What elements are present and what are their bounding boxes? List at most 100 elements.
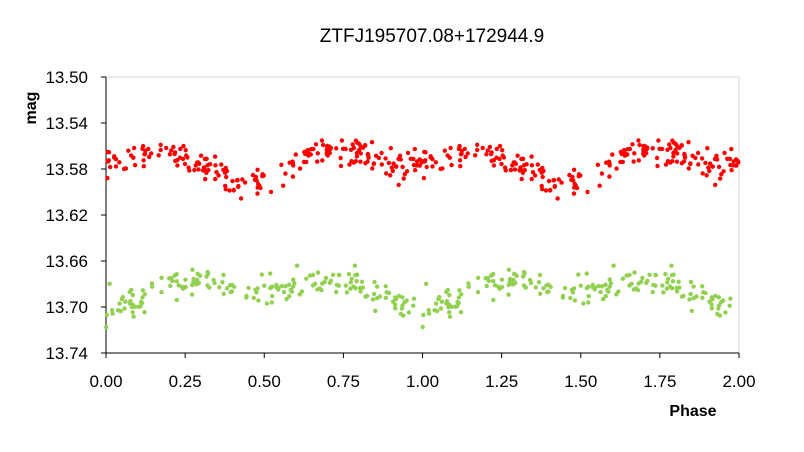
data-point-series-1 <box>707 161 713 166</box>
y-tick-label: 13.62 <box>45 206 88 225</box>
data-point-series-1 <box>543 188 549 193</box>
data-point-series-1 <box>319 138 325 143</box>
data-point-series-2 <box>727 303 732 308</box>
data-point-series-1 <box>365 159 370 164</box>
data-point-series-2 <box>115 308 121 313</box>
data-point-series-2 <box>312 281 318 286</box>
data-point-series-1 <box>256 181 261 187</box>
data-point-series-1 <box>463 154 468 160</box>
data-point-series-2 <box>639 279 644 284</box>
data-point-series-2 <box>506 292 511 297</box>
data-point-series-2 <box>140 295 145 300</box>
data-point-series-2 <box>457 288 462 293</box>
y-tick-label: 13.50 <box>45 68 88 87</box>
data-point-series-1 <box>630 142 635 147</box>
data-point-series-2 <box>264 301 270 306</box>
data-point-series-1 <box>503 168 508 173</box>
data-point-series-1 <box>287 160 292 165</box>
data-point-series-2 <box>447 314 453 319</box>
data-point-series-2 <box>349 276 354 281</box>
data-point-series-2 <box>445 287 450 293</box>
data-point-series-2 <box>458 310 464 315</box>
data-point-series-2 <box>294 263 300 268</box>
data-point-series-1 <box>686 140 691 145</box>
data-point-series-2 <box>217 285 222 290</box>
data-point-series-1 <box>430 164 435 169</box>
data-point-series-1 <box>105 175 110 181</box>
data-point-series-1 <box>140 143 146 149</box>
data-point-series-2 <box>334 282 339 288</box>
data-point-series-2 <box>671 272 676 277</box>
data-point-series-1 <box>712 156 718 162</box>
data-point-series-2 <box>323 275 329 281</box>
data-point-series-2 <box>262 283 267 288</box>
data-point-series-1 <box>320 158 325 163</box>
data-point-series-2 <box>363 294 368 299</box>
data-point-series-2 <box>244 293 249 299</box>
data-point-series-1 <box>223 187 228 192</box>
data-point-series-2 <box>608 281 614 286</box>
data-point-series-1 <box>515 153 520 158</box>
x-tick-label: 2.00 <box>722 372 755 391</box>
data-point-series-1 <box>347 162 352 167</box>
data-point-series-2 <box>653 272 658 278</box>
data-point-series-1 <box>106 150 112 155</box>
data-point-series-2 <box>284 296 289 302</box>
data-point-series-1 <box>141 164 146 169</box>
data-point-series-2 <box>611 263 616 268</box>
data-point-series-2 <box>499 277 505 282</box>
data-point-series-2 <box>634 286 639 291</box>
data-point-series-2 <box>110 311 115 316</box>
data-point-series-2 <box>194 277 200 283</box>
data-point-series-1 <box>401 176 406 181</box>
data-point-series-1 <box>530 170 536 175</box>
data-point-series-2 <box>334 289 339 295</box>
data-point-series-2 <box>190 282 195 288</box>
data-point-series-1 <box>315 159 320 164</box>
y-tick-label: 13.70 <box>45 298 88 317</box>
data-point-series-2 <box>444 299 450 304</box>
x-tick-label: 0.50 <box>248 372 281 391</box>
data-point-series-1 <box>485 148 490 153</box>
data-point-series-2 <box>221 291 226 296</box>
data-point-series-2 <box>291 277 296 282</box>
data-point-series-1 <box>480 145 485 151</box>
data-point-series-1 <box>556 177 561 182</box>
data-point-series-2 <box>533 285 538 290</box>
data-point-series-2 <box>586 300 591 305</box>
data-point-series-1 <box>548 187 553 193</box>
data-point-series-1 <box>421 175 427 181</box>
data-point-series-2 <box>322 279 327 284</box>
data-point-series-2 <box>204 274 209 279</box>
data-point-series-2 <box>484 283 489 289</box>
data-point-series-2 <box>439 299 445 304</box>
data-point-series-2 <box>669 263 674 268</box>
data-point-series-1 <box>449 162 454 168</box>
data-point-series-1 <box>396 156 401 162</box>
data-point-series-1 <box>196 160 201 165</box>
data-point-series-2 <box>371 291 377 297</box>
data-point-series-2 <box>538 291 543 296</box>
data-point-series-2 <box>676 279 681 284</box>
data-point-series-1 <box>213 163 218 168</box>
data-point-series-2 <box>720 298 726 303</box>
data-point-series-1 <box>729 168 734 173</box>
data-point-series-2 <box>354 279 359 284</box>
data-point-series-1 <box>219 162 224 167</box>
data-point-series-2 <box>348 286 353 291</box>
data-point-series-1 <box>214 170 219 175</box>
data-point-series-1 <box>146 154 152 160</box>
data-point-series-2 <box>383 284 388 289</box>
data-point-series-2 <box>687 297 692 302</box>
data-point-series-2 <box>107 281 112 286</box>
data-point-series-2 <box>466 281 471 286</box>
data-point-series-2 <box>149 281 155 286</box>
data-point-series-1 <box>227 188 232 193</box>
data-point-series-2 <box>433 301 439 306</box>
data-point-series-1 <box>537 167 542 173</box>
data-point-series-1 <box>169 148 174 153</box>
data-point-series-1 <box>279 162 284 167</box>
data-point-series-2 <box>327 280 332 285</box>
data-point-series-2 <box>584 285 589 291</box>
data-point-series-2 <box>307 273 313 278</box>
